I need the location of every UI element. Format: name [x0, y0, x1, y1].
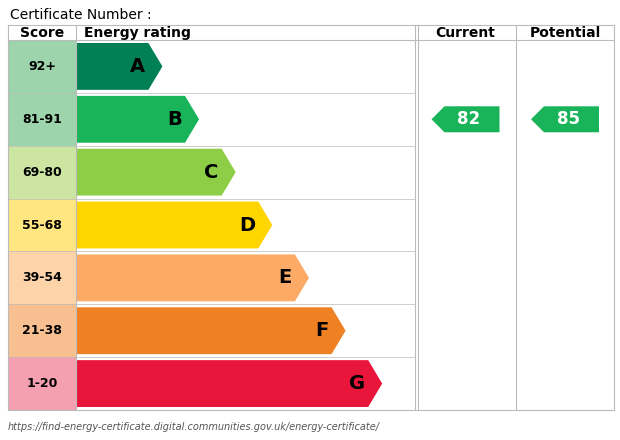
Text: F: F: [316, 321, 329, 340]
Text: Potential: Potential: [529, 26, 601, 40]
Bar: [8, 198, 76, 251]
Text: Score: Score: [20, 26, 64, 40]
Polygon shape: [76, 307, 345, 354]
Text: Certificate Number :: Certificate Number :: [10, 8, 152, 22]
Text: Energy rating: Energy rating: [84, 26, 191, 40]
Text: 55-68: 55-68: [22, 219, 62, 231]
Polygon shape: [531, 106, 599, 132]
Polygon shape: [76, 202, 272, 249]
Text: 39-54: 39-54: [22, 271, 62, 284]
Text: B: B: [167, 110, 182, 129]
Text: 82: 82: [457, 110, 480, 128]
Text: 1-20: 1-20: [26, 377, 58, 390]
Text: C: C: [205, 163, 219, 182]
Text: E: E: [278, 268, 292, 287]
Text: D: D: [239, 216, 255, 235]
Polygon shape: [76, 360, 382, 407]
Text: Current: Current: [436, 26, 495, 40]
Polygon shape: [76, 254, 309, 301]
Polygon shape: [432, 106, 500, 132]
Polygon shape: [76, 43, 162, 90]
Bar: [8, 304, 76, 357]
Polygon shape: [76, 149, 236, 195]
Text: 92+: 92+: [28, 60, 56, 73]
Bar: [8, 93, 76, 146]
Text: A: A: [130, 57, 146, 76]
Bar: [8, 357, 76, 410]
Text: 85: 85: [557, 110, 580, 128]
Polygon shape: [76, 96, 199, 143]
Text: https://find-energy-certificate.digital.communities.gov.uk/energy-certificate/: https://find-energy-certificate.digital.…: [8, 422, 380, 432]
Bar: [8, 40, 76, 93]
Bar: [8, 251, 76, 304]
Text: G: G: [349, 374, 365, 393]
Text: 81-91: 81-91: [22, 113, 62, 126]
Text: 21-38: 21-38: [22, 324, 62, 337]
Bar: [8, 146, 76, 198]
Text: 69-80: 69-80: [22, 165, 62, 179]
